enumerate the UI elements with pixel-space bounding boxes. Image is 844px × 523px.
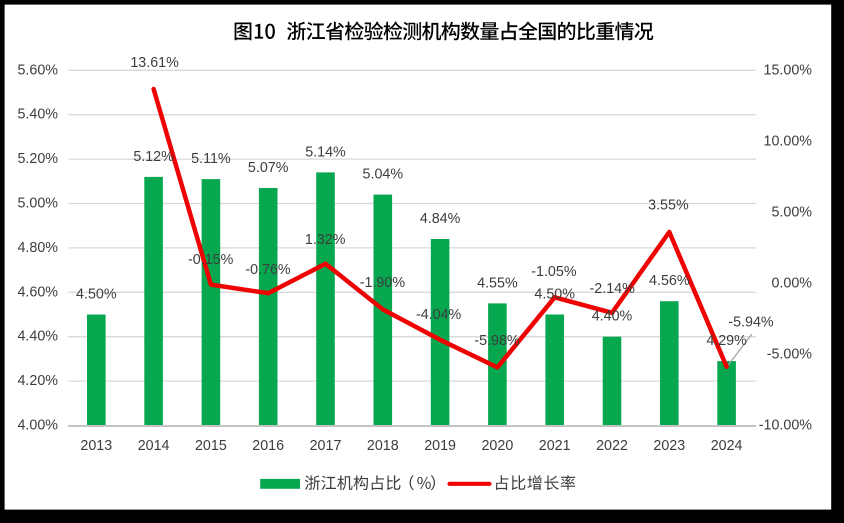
svg-text:1.32%: 1.32% [305, 232, 346, 248]
svg-text:-5.00%: -5.00% [767, 347, 813, 363]
svg-text:2024: 2024 [711, 438, 743, 454]
svg-text:4.50%: 4.50% [534, 287, 575, 303]
svg-text:-10.00%: -10.00% [759, 418, 813, 434]
svg-text:4.40%: 4.40% [17, 329, 58, 345]
svg-text:15.00%: 15.00% [764, 62, 813, 78]
svg-text:2015: 2015 [195, 438, 227, 454]
svg-text:-0.15%: -0.15% [188, 252, 234, 268]
svg-text:5.04%: 5.04% [363, 167, 404, 183]
svg-text:5.00%: 5.00% [17, 196, 58, 212]
svg-text:5.40%: 5.40% [17, 107, 58, 123]
svg-text:2014: 2014 [138, 438, 170, 454]
svg-text:2023: 2023 [653, 438, 685, 454]
svg-text:4.56%: 4.56% [649, 273, 690, 289]
svg-text:4.29%: 4.29% [706, 333, 747, 349]
svg-text:5.11%: 5.11% [191, 151, 231, 167]
svg-text:4.55%: 4.55% [477, 275, 518, 291]
svg-text:2022: 2022 [596, 438, 628, 454]
svg-text:2017: 2017 [310, 438, 342, 454]
svg-text:5.07%: 5.07% [248, 160, 289, 176]
svg-text:4.50%: 4.50% [76, 287, 117, 303]
svg-text:10.00%: 10.00% [764, 133, 813, 149]
svg-text:5.00%: 5.00% [771, 204, 812, 220]
svg-text:3.55%: 3.55% [648, 197, 689, 213]
svg-text:4.00%: 4.00% [17, 418, 58, 434]
svg-text:2013: 2013 [80, 438, 112, 454]
svg-text:5.60%: 5.60% [17, 62, 58, 78]
svg-text:0.00%: 0.00% [771, 275, 812, 291]
svg-text:4.84%: 4.84% [420, 211, 461, 227]
svg-text:-5.98%: -5.98% [474, 333, 520, 349]
svg-text:-1.90%: -1.90% [360, 275, 406, 291]
svg-text:5.20%: 5.20% [17, 151, 58, 167]
svg-text:-1.05%: -1.05% [531, 264, 577, 280]
svg-text:2021: 2021 [539, 438, 571, 454]
svg-text:2019: 2019 [424, 438, 456, 454]
svg-text:4.60%: 4.60% [17, 284, 58, 300]
svg-text:2018: 2018 [367, 438, 399, 454]
svg-text:2020: 2020 [481, 438, 513, 454]
svg-text:4.20%: 4.20% [17, 373, 58, 389]
svg-text:4.40%: 4.40% [592, 309, 633, 325]
svg-text:5.12%: 5.12% [133, 149, 174, 165]
svg-text:4.80%: 4.80% [17, 240, 58, 256]
svg-text:-4.04%: -4.04% [416, 307, 462, 323]
svg-text:-2.14%: -2.14% [590, 281, 636, 297]
svg-text:-5.94%: -5.94% [728, 315, 774, 331]
svg-text:-0.76%: -0.76% [245, 262, 291, 278]
svg-text:5.14%: 5.14% [305, 144, 346, 160]
svg-text:2016: 2016 [252, 438, 284, 454]
svg-text:13.61%: 13.61% [130, 55, 179, 71]
